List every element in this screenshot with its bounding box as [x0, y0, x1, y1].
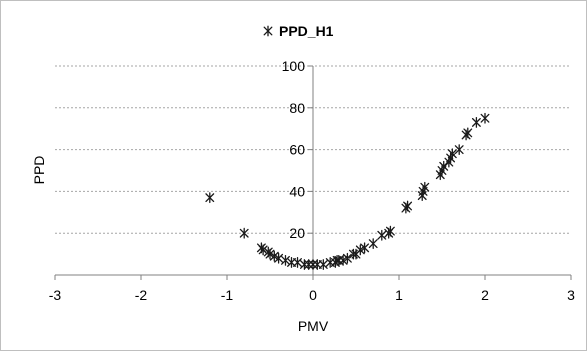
data-point [282, 256, 290, 266]
data-point [464, 128, 472, 138]
legend: PPD_H1 [264, 23, 333, 39]
data-point [481, 114, 489, 124]
data-point [294, 258, 302, 268]
x-tick-label: 3 [567, 287, 575, 303]
data-point [206, 193, 214, 203]
data-point [335, 256, 343, 266]
y-tick-label: 100 [282, 58, 306, 74]
x-tick-label: -2 [135, 287, 148, 303]
x-tick-label: -3 [49, 287, 62, 303]
legend-label: PPD_H1 [279, 23, 334, 39]
y-tick-label: 80 [289, 100, 305, 116]
data-point [440, 162, 448, 172]
data-point [320, 260, 328, 270]
data-point [305, 260, 313, 270]
data-point [240, 228, 248, 238]
x-tick-label: 0 [309, 287, 317, 303]
y-tick-label: 60 [289, 142, 305, 158]
y-tick-label: 20 [289, 225, 305, 241]
data-point [301, 260, 309, 270]
legend-marker-icon [264, 26, 272, 36]
data-point [309, 260, 317, 270]
y-axis-title: PPD [31, 156, 47, 185]
x-tick-label: 1 [395, 287, 403, 303]
data-point [473, 118, 481, 128]
x-tick-label: -1 [221, 287, 234, 303]
data-point [404, 201, 412, 211]
data-point [421, 182, 429, 192]
y-tick-label: 40 [289, 183, 305, 199]
data-point [369, 239, 377, 249]
x-tick-label: 2 [481, 287, 489, 303]
data-point [387, 226, 395, 236]
data-point [378, 231, 386, 241]
legend-marker [264, 26, 272, 36]
x-axis-title: PMV [298, 318, 329, 334]
